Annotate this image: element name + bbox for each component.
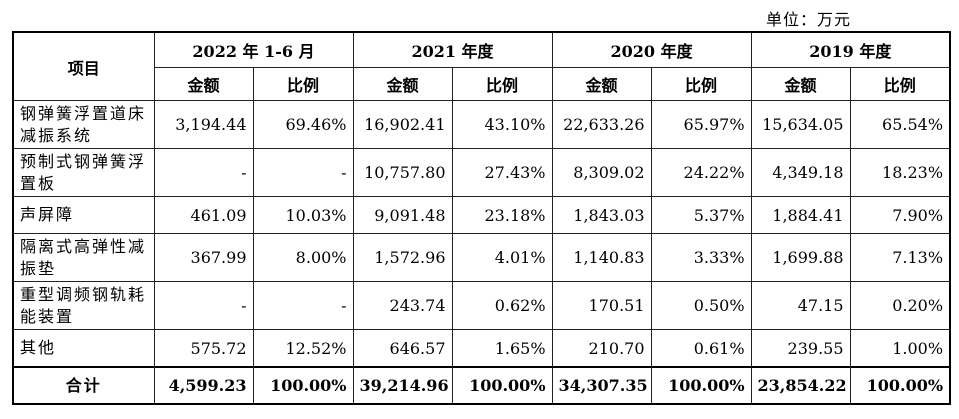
table-cell: 210.70 (551, 329, 652, 368)
table-cell: 7.90% (849, 196, 951, 234)
row-label: 预制式钢弹簧浮置板 (12, 148, 155, 197)
table-cell: 3,194.44 (153, 100, 254, 149)
table-cell: 18.23% (849, 148, 951, 197)
header-period: 2022 年 1-6 月 (153, 31, 354, 68)
row-label: 其他 (12, 329, 155, 368)
table-cell: 4,349.18 (750, 148, 851, 197)
table-cell: - (252, 281, 354, 330)
table-cell: 100.00% (650, 366, 752, 405)
table-cell: 575.72 (153, 329, 254, 368)
table-cell: 170.51 (551, 281, 652, 330)
header-amount: 金额 (352, 67, 453, 101)
row-label: 重型调频钢轨耗能装置 (12, 281, 155, 330)
table-cell: - (252, 148, 354, 197)
header-amount: 金额 (551, 67, 652, 101)
header-amount: 金额 (153, 67, 254, 101)
table-cell: 5.37% (650, 196, 752, 234)
table-cell: 4.01% (451, 233, 553, 282)
table-cell: 239.55 (750, 329, 851, 368)
table-cell: - (153, 281, 254, 330)
unit-label: 单位：万元 (765, 10, 851, 29)
header-item: 项目 (12, 31, 155, 101)
header-period: 2019 年度 (750, 31, 951, 68)
table-cell: 243.74 (352, 281, 453, 330)
table-cell: 0.61% (650, 329, 752, 368)
table-cell: 24.22% (650, 148, 752, 197)
table-cell: 9,091.48 (352, 196, 453, 234)
table-cell: 10.03% (252, 196, 354, 234)
table-cell: 1,572.96 (352, 233, 453, 282)
table-cell: 461.09 (153, 196, 254, 234)
table-cell: 367.99 (153, 233, 254, 282)
table-cell: 12.52% (252, 329, 354, 368)
table-cell: 34,307.35 (551, 366, 652, 405)
table-cell: 23.18% (451, 196, 553, 234)
table-row: 钢弹簧浮置道床减振系统 3,194.44 69.46% 16,902.41 43.10%… (12, 100, 951, 149)
table-cell: 7.13% (849, 233, 951, 282)
table-cell: 10,757.80 (352, 148, 453, 197)
header-amount: 金额 (750, 67, 851, 101)
table-cell: 100.00% (451, 366, 553, 405)
table-row: 其他 575.72 12.52% 646.57 1.65% 210.70 0.61% 239.… (12, 329, 951, 368)
table-cell: 43.10% (451, 100, 553, 149)
table-cell: 15,634.05 (750, 100, 851, 149)
table-cell: 0.20% (849, 281, 951, 330)
row-label: 钢弹簧浮置道床减振系统 (12, 100, 155, 149)
table-cell: 1,699.88 (750, 233, 851, 282)
table-cell: 39,214.96 (352, 366, 453, 405)
revenue-table: 项目 2022 年 1-6 月 2021 年度 2020 年度 2019 年度 … (12, 31, 952, 405)
table-cell: 0.50% (650, 281, 752, 330)
table-cell: 69.46% (252, 100, 354, 149)
table-cell: 100.00% (252, 366, 354, 405)
table-cell: 3.33% (650, 233, 752, 282)
header-ratio: 比例 (849, 67, 951, 101)
table-cell: 23,854.22 (750, 366, 851, 405)
table-cell: 1,884.41 (750, 196, 851, 234)
table-cell: 16,902.41 (352, 100, 453, 149)
table-cell: 646.57 (352, 329, 453, 368)
table-cell: - (153, 148, 254, 197)
table-cell: 8,309.02 (551, 148, 652, 197)
header-ratio: 比例 (252, 67, 354, 101)
header-ratio: 比例 (451, 67, 553, 101)
table-cell: 1,843.03 (551, 196, 652, 234)
row-label: 隔离式高弹性减振垫 (12, 233, 155, 282)
header-period: 2020 年度 (551, 31, 752, 68)
table-cell: 47.15 (750, 281, 851, 330)
table-row: 重型调频钢轨耗能装置 - -243.74 0.62% 170.51 0.50% 47.15 0… (12, 281, 951, 330)
table-row: 声屏障 461.09 10.03% 9,091.48 23.18% 1,843.03 5.3… (12, 196, 951, 234)
total-row: 合计 4,599.23 100.00% 39,214.96 100.00% 34… (12, 366, 951, 405)
table-cell: 22,633.26 (551, 100, 652, 149)
header-ratio: 比例 (650, 67, 752, 101)
table-cell: 27.43% (451, 148, 553, 197)
table-row: 预制式钢弹簧浮置板 - -10,757.80 27.43% 8,309.02 24.22%… (12, 148, 951, 197)
table-cell: 1.65% (451, 329, 553, 368)
table-cell: 4,599.23 (153, 366, 254, 405)
table-cell: 1.00% (849, 329, 951, 368)
table-cell: 8.00% (252, 233, 354, 282)
table-cell: 1,140.83 (551, 233, 652, 282)
table-row: 隔离式高弹性减振垫 367.99 8.00% 1,572.96 4.01% 1,140.8… (12, 233, 951, 282)
table-cell: 65.54% (849, 100, 951, 149)
row-label: 声屏障 (12, 196, 155, 234)
table-cell: 100.00% (849, 366, 951, 405)
header-period: 2021 年度 (352, 31, 553, 68)
row-label: 合计 (12, 366, 155, 405)
table-cell: 65.97% (650, 100, 752, 149)
table-cell: 0.62% (451, 281, 553, 330)
